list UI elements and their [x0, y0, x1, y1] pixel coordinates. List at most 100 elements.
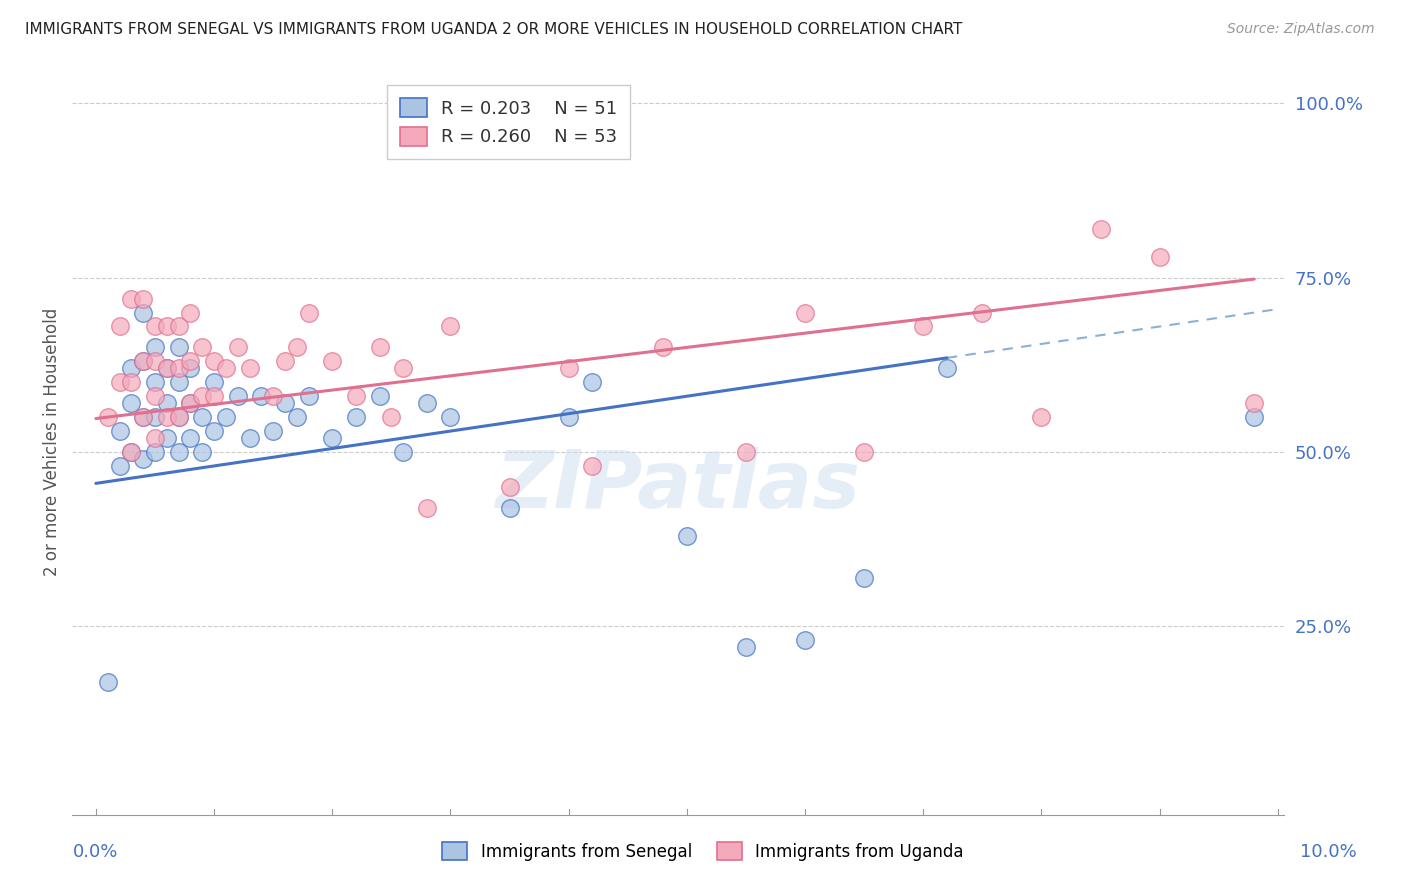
Point: [132, 354, 155, 368]
Point: [581, 458, 603, 473]
Point: [167, 445, 190, 459]
Point: [912, 319, 935, 334]
Point: [215, 410, 238, 425]
Text: ZIPatlas: ZIPatlas: [495, 447, 860, 525]
Point: [262, 424, 284, 438]
Point: [179, 354, 201, 368]
Point: [262, 389, 284, 403]
Point: [1243, 396, 1265, 410]
Point: [285, 410, 308, 425]
Point: [416, 396, 439, 410]
Point: [226, 340, 249, 354]
Point: [97, 410, 120, 425]
Point: [935, 361, 957, 376]
Legend: Immigrants from Senegal, Immigrants from Uganda: Immigrants from Senegal, Immigrants from…: [436, 836, 970, 868]
Point: [143, 431, 166, 445]
Point: [344, 389, 367, 403]
Point: [156, 396, 179, 410]
Point: [143, 445, 166, 459]
Point: [794, 633, 817, 648]
Point: [298, 389, 321, 403]
Point: [735, 445, 758, 459]
Point: [439, 319, 461, 334]
Point: [167, 410, 190, 425]
Y-axis label: 2 or more Vehicles in Household: 2 or more Vehicles in Household: [44, 308, 60, 575]
Point: [321, 431, 343, 445]
Point: [167, 340, 190, 354]
Point: [416, 500, 439, 515]
Point: [179, 305, 201, 319]
Point: [156, 361, 179, 376]
Point: [202, 389, 225, 403]
Point: [108, 319, 131, 334]
Point: [132, 410, 155, 425]
Point: [344, 410, 367, 425]
Point: [557, 361, 579, 376]
Point: [215, 361, 238, 376]
Point: [321, 354, 343, 368]
Point: [108, 376, 131, 390]
Point: [853, 445, 876, 459]
Point: [191, 410, 214, 425]
Point: [202, 424, 225, 438]
Point: [652, 340, 675, 354]
Point: [238, 431, 260, 445]
Text: 0.0%: 0.0%: [73, 843, 118, 861]
Legend: R = 0.203    N = 51, R = 0.260    N = 53: R = 0.203 N = 51, R = 0.260 N = 53: [387, 85, 630, 159]
Point: [167, 361, 190, 376]
Point: [143, 319, 166, 334]
Point: [179, 431, 201, 445]
Point: [143, 354, 166, 368]
Point: [97, 675, 120, 690]
Point: [191, 445, 214, 459]
Point: [1243, 410, 1265, 425]
Point: [392, 445, 415, 459]
Point: [179, 361, 201, 376]
Point: [120, 376, 142, 390]
Point: [108, 458, 131, 473]
Point: [250, 389, 273, 403]
Point: [143, 376, 166, 390]
Point: [108, 424, 131, 438]
Point: [226, 389, 249, 403]
Point: [238, 361, 260, 376]
Point: [191, 340, 214, 354]
Point: [179, 396, 201, 410]
Point: [143, 340, 166, 354]
Point: [156, 319, 179, 334]
Point: [132, 292, 155, 306]
Text: Source: ZipAtlas.com: Source: ZipAtlas.com: [1227, 22, 1375, 37]
Point: [853, 570, 876, 584]
Point: [368, 340, 391, 354]
Point: [132, 452, 155, 467]
Point: [120, 361, 142, 376]
Text: IMMIGRANTS FROM SENEGAL VS IMMIGRANTS FROM UGANDA 2 OR MORE VEHICLES IN HOUSEHOL: IMMIGRANTS FROM SENEGAL VS IMMIGRANTS FR…: [25, 22, 963, 37]
Point: [735, 640, 758, 655]
Point: [368, 389, 391, 403]
Point: [167, 376, 190, 390]
Point: [285, 340, 308, 354]
Point: [392, 361, 415, 376]
Point: [132, 354, 155, 368]
Point: [298, 305, 321, 319]
Point: [156, 361, 179, 376]
Point: [1031, 410, 1053, 425]
Point: [156, 410, 179, 425]
Point: [167, 410, 190, 425]
Point: [202, 376, 225, 390]
Point: [132, 305, 155, 319]
Point: [132, 410, 155, 425]
Point: [143, 389, 166, 403]
Point: [120, 396, 142, 410]
Point: [557, 410, 579, 425]
Point: [439, 410, 461, 425]
Point: [1090, 222, 1112, 236]
Point: [202, 354, 225, 368]
Point: [498, 480, 520, 494]
Point: [179, 396, 201, 410]
Point: [120, 445, 142, 459]
Point: [498, 500, 520, 515]
Point: [581, 376, 603, 390]
Point: [274, 396, 297, 410]
Point: [794, 305, 817, 319]
